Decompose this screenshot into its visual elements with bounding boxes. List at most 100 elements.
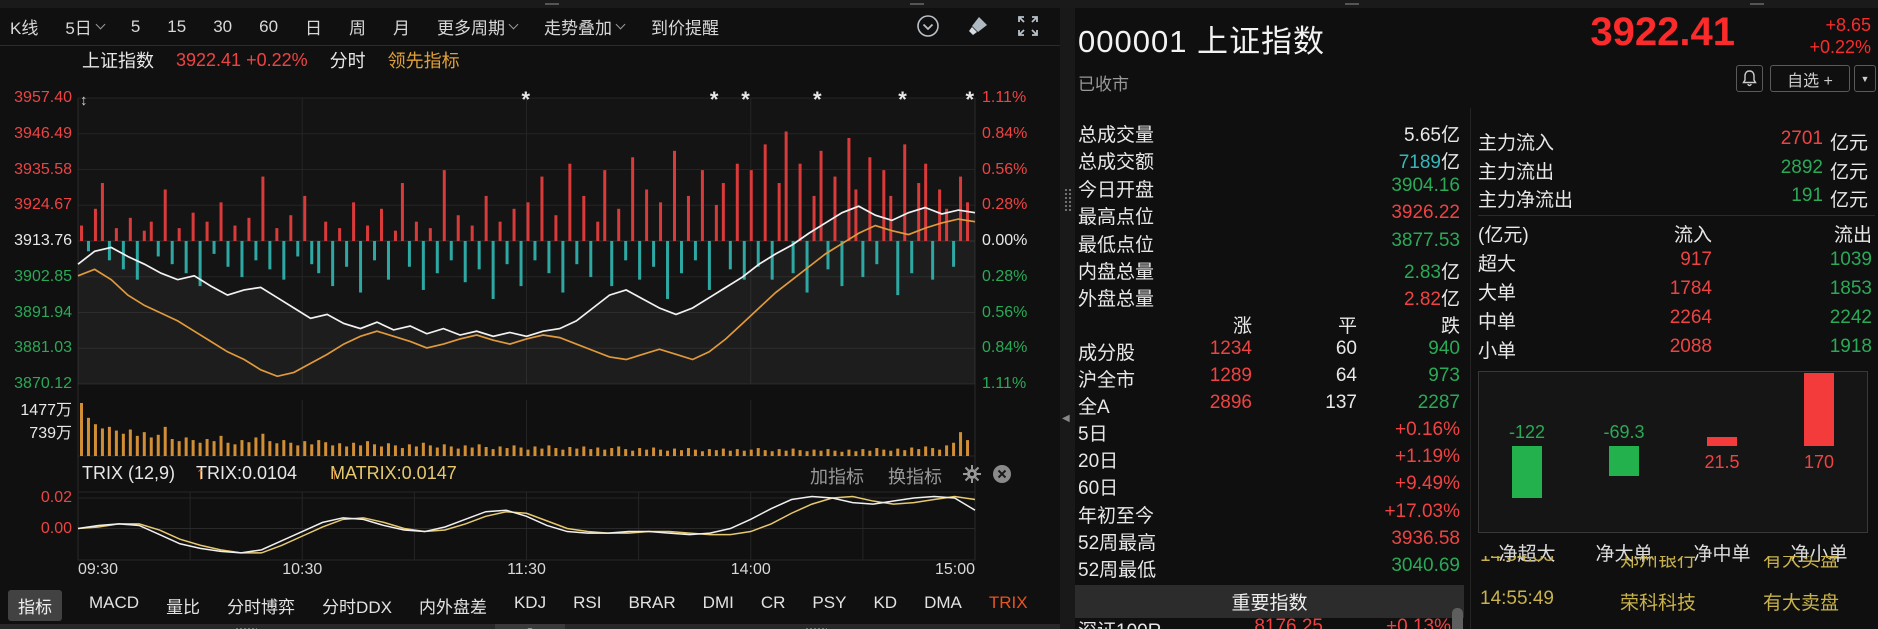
updown-arrow-icon: ↕: [80, 92, 88, 109]
index-row-value: 8176.25: [1254, 616, 1323, 629]
add-indicator-button[interactable]: 加指标: [810, 467, 864, 487]
tab-leading-indicator[interactable]: 领先指标: [387, 51, 460, 71]
netflow-value: 21.5: [1704, 452, 1740, 472]
close-indicator-icon[interactable]: [992, 464, 1012, 484]
flowtable-in: 917: [1680, 249, 1712, 270]
period-tab-5日[interactable]: 5日: [65, 14, 106, 39]
period-tab-走势叠加[interactable]: 走势叠加: [544, 14, 626, 39]
flowtable-out: 1039: [1829, 249, 1872, 270]
percent-axis-label: 0.28%: [982, 196, 1028, 214]
period-tab-月[interactable]: 月: [393, 19, 411, 38]
divider-grip-icon[interactable]: [1064, 188, 1072, 212]
market-status: 已收市: [1078, 75, 1129, 94]
watchlist-dropdown-button[interactable]: ▼: [1854, 65, 1876, 92]
collapse-left-icon[interactable]: ◀: [1062, 413, 1070, 424]
trix-axis-label: 0.02: [40, 489, 72, 506]
stat-label: 总成交额: [1078, 152, 1155, 174]
indicator-tab-TRIX[interactable]: TRIX: [988, 593, 1028, 612]
stat-label: 最高点位: [1078, 207, 1155, 229]
scrollbar-thumb[interactable]: [1452, 608, 1463, 629]
chart-panel: K线 5日 5 15 30 60 日周月更多周期 走势叠加 到价提醒 上证指数 3922.41: [0, 8, 1060, 629]
ticker-row[interactable]: 14:55:49 荣科科技 有大卖盘: [1480, 588, 1840, 614]
stat-label: 最低点位: [1078, 234, 1155, 256]
alert-bell-button[interactable]: [1736, 65, 1763, 92]
stat-value: 3926.22: [1391, 202, 1460, 224]
indicator-bar: 指标 MACD 量比 分时博弈 分时DDX 内外盘差 KDJ RSI BRAR DMI CR PSY…: [0, 588, 1060, 623]
price-axis-label: 3913.76: [14, 232, 72, 249]
updown-down: 2287: [1417, 392, 1460, 413]
indicator-tab-量比[interactable]: 量比: [166, 598, 201, 617]
indicator-tab-DMI[interactable]: DMI: [702, 593, 734, 612]
perf-label: 5日: [1078, 424, 1108, 445]
fullscreen-icon[interactable]: [1014, 12, 1042, 40]
toolbar-icons: [914, 12, 1042, 40]
indicator-tab-MACD[interactable]: MACD: [89, 593, 140, 612]
switch-indicator-button[interactable]: 换指标: [888, 467, 942, 487]
price-axis-label: 3891.94: [14, 303, 72, 321]
netflow-category: 净大单: [1595, 544, 1653, 565]
indicator-tab-BRAR[interactable]: BRAR: [628, 593, 676, 612]
gear-icon[interactable]: [962, 464, 982, 484]
period-tab-到价提醒[interactable]: 到价提醒: [651, 19, 720, 38]
period-tab-周[interactable]: 周: [349, 19, 367, 38]
flow-label: 主力流入: [1478, 133, 1555, 154]
brush-icon[interactable]: [964, 12, 992, 40]
indicator-tab-PSY[interactable]: PSY: [812, 593, 847, 612]
flow-unit: 亿元: [1830, 133, 1869, 154]
indicator-tab-分时博弈[interactable]: 分时博弈: [227, 598, 296, 617]
time-axis-label: 14:00: [730, 561, 771, 578]
tab-minute-chart[interactable]: 分时: [329, 51, 366, 71]
collapse-circle-icon[interactable]: [914, 12, 942, 40]
percent-axis-label: 1.11%: [982, 375, 1027, 392]
period-tab-5[interactable]: 5: [130, 16, 141, 36]
ticker-row-partial[interactable]: 14:54:33 郑州银行 有大买盘: [1480, 556, 1840, 571]
flowtable-row-label: 小单: [1478, 341, 1517, 362]
indicator-tab-KDJ[interactable]: KDJ: [513, 593, 547, 612]
change-percent: +0.22%: [1809, 37, 1871, 57]
drag-grip-icon[interactable]: [805, 627, 827, 629]
signal-star-icon: *: [813, 87, 822, 112]
indicator-tab-DMA[interactable]: DMA: [924, 593, 962, 612]
percent-axis-label: 0.56%: [982, 303, 1028, 321]
netflow-value: -122: [1508, 422, 1546, 442]
indicator-tab-分时DDX[interactable]: 分时DDX: [322, 598, 392, 617]
index-row-pct: +0.13%: [1386, 616, 1451, 629]
signal-star-icon: *: [522, 87, 531, 112]
updown-flat: 137: [1325, 392, 1357, 413]
period-tab-更多周期[interactable]: 更多周期: [437, 14, 519, 39]
perf-value: 3040.69: [1391, 555, 1460, 576]
legend-index-name: 上证指数: [82, 51, 154, 71]
indicator-tab-RSI[interactable]: RSI: [573, 593, 602, 612]
collapse-tab[interactable]: ▼: [495, 624, 565, 629]
index-row-name[interactable]: 深证100R: [1078, 616, 1161, 629]
indicator-tab-CR[interactable]: CR: [760, 593, 786, 612]
flow-value: 191: [1791, 185, 1823, 206]
updown-up: 1289: [1209, 365, 1252, 386]
chart-period-toolbar: K线 5日 5 15 30 60 日 周 月 更多周期 走势叠加 到价提醒: [0, 8, 1060, 46]
change-value: +8.65: [1825, 15, 1871, 35]
signal-ticker: 14:54:33 郑州银行 有大买盘 14:55:49 荣科科技 有大卖盘: [1478, 556, 1875, 629]
price-axis-label: 3935.58: [14, 160, 72, 178]
chevron-down-icon: [508, 19, 519, 30]
tab-divider: [545, 3, 559, 5]
period-tab-60[interactable]: 60: [259, 16, 279, 36]
stat-value: 3877.53: [1391, 229, 1460, 251]
add-watchlist-button[interactable]: 自选 +: [1770, 65, 1850, 92]
indicator-tab-KD[interactable]: KD: [873, 593, 898, 612]
netflow-category: 净中单: [1693, 544, 1751, 565]
drag-grip-icon[interactable]: [235, 627, 257, 629]
indicator-tab-内外盘差[interactable]: 内外盘差: [418, 598, 487, 617]
stock-code-name: 000001 上证指数: [1078, 24, 1326, 59]
flowtable-row-label: 超大: [1478, 254, 1517, 275]
perf-value: 3936.58: [1391, 527, 1460, 549]
period-tab-日[interactable]: 日: [305, 19, 323, 38]
quote-panel: 000001 上证指数 3922.41 +8.65 +0.22% 已收市 自选 …: [1075, 8, 1878, 629]
indicator-menu-button[interactable]: 指标: [8, 590, 62, 621]
period-tab-K线[interactable]: K线: [10, 19, 39, 38]
period-tab-30[interactable]: 30: [213, 16, 233, 36]
time-axis-label: 10:30: [282, 561, 323, 578]
flowtable-in: 2088: [1669, 336, 1712, 357]
updown-header: 涨: [1232, 316, 1252, 337]
period-tab-15[interactable]: 15: [167, 16, 187, 36]
